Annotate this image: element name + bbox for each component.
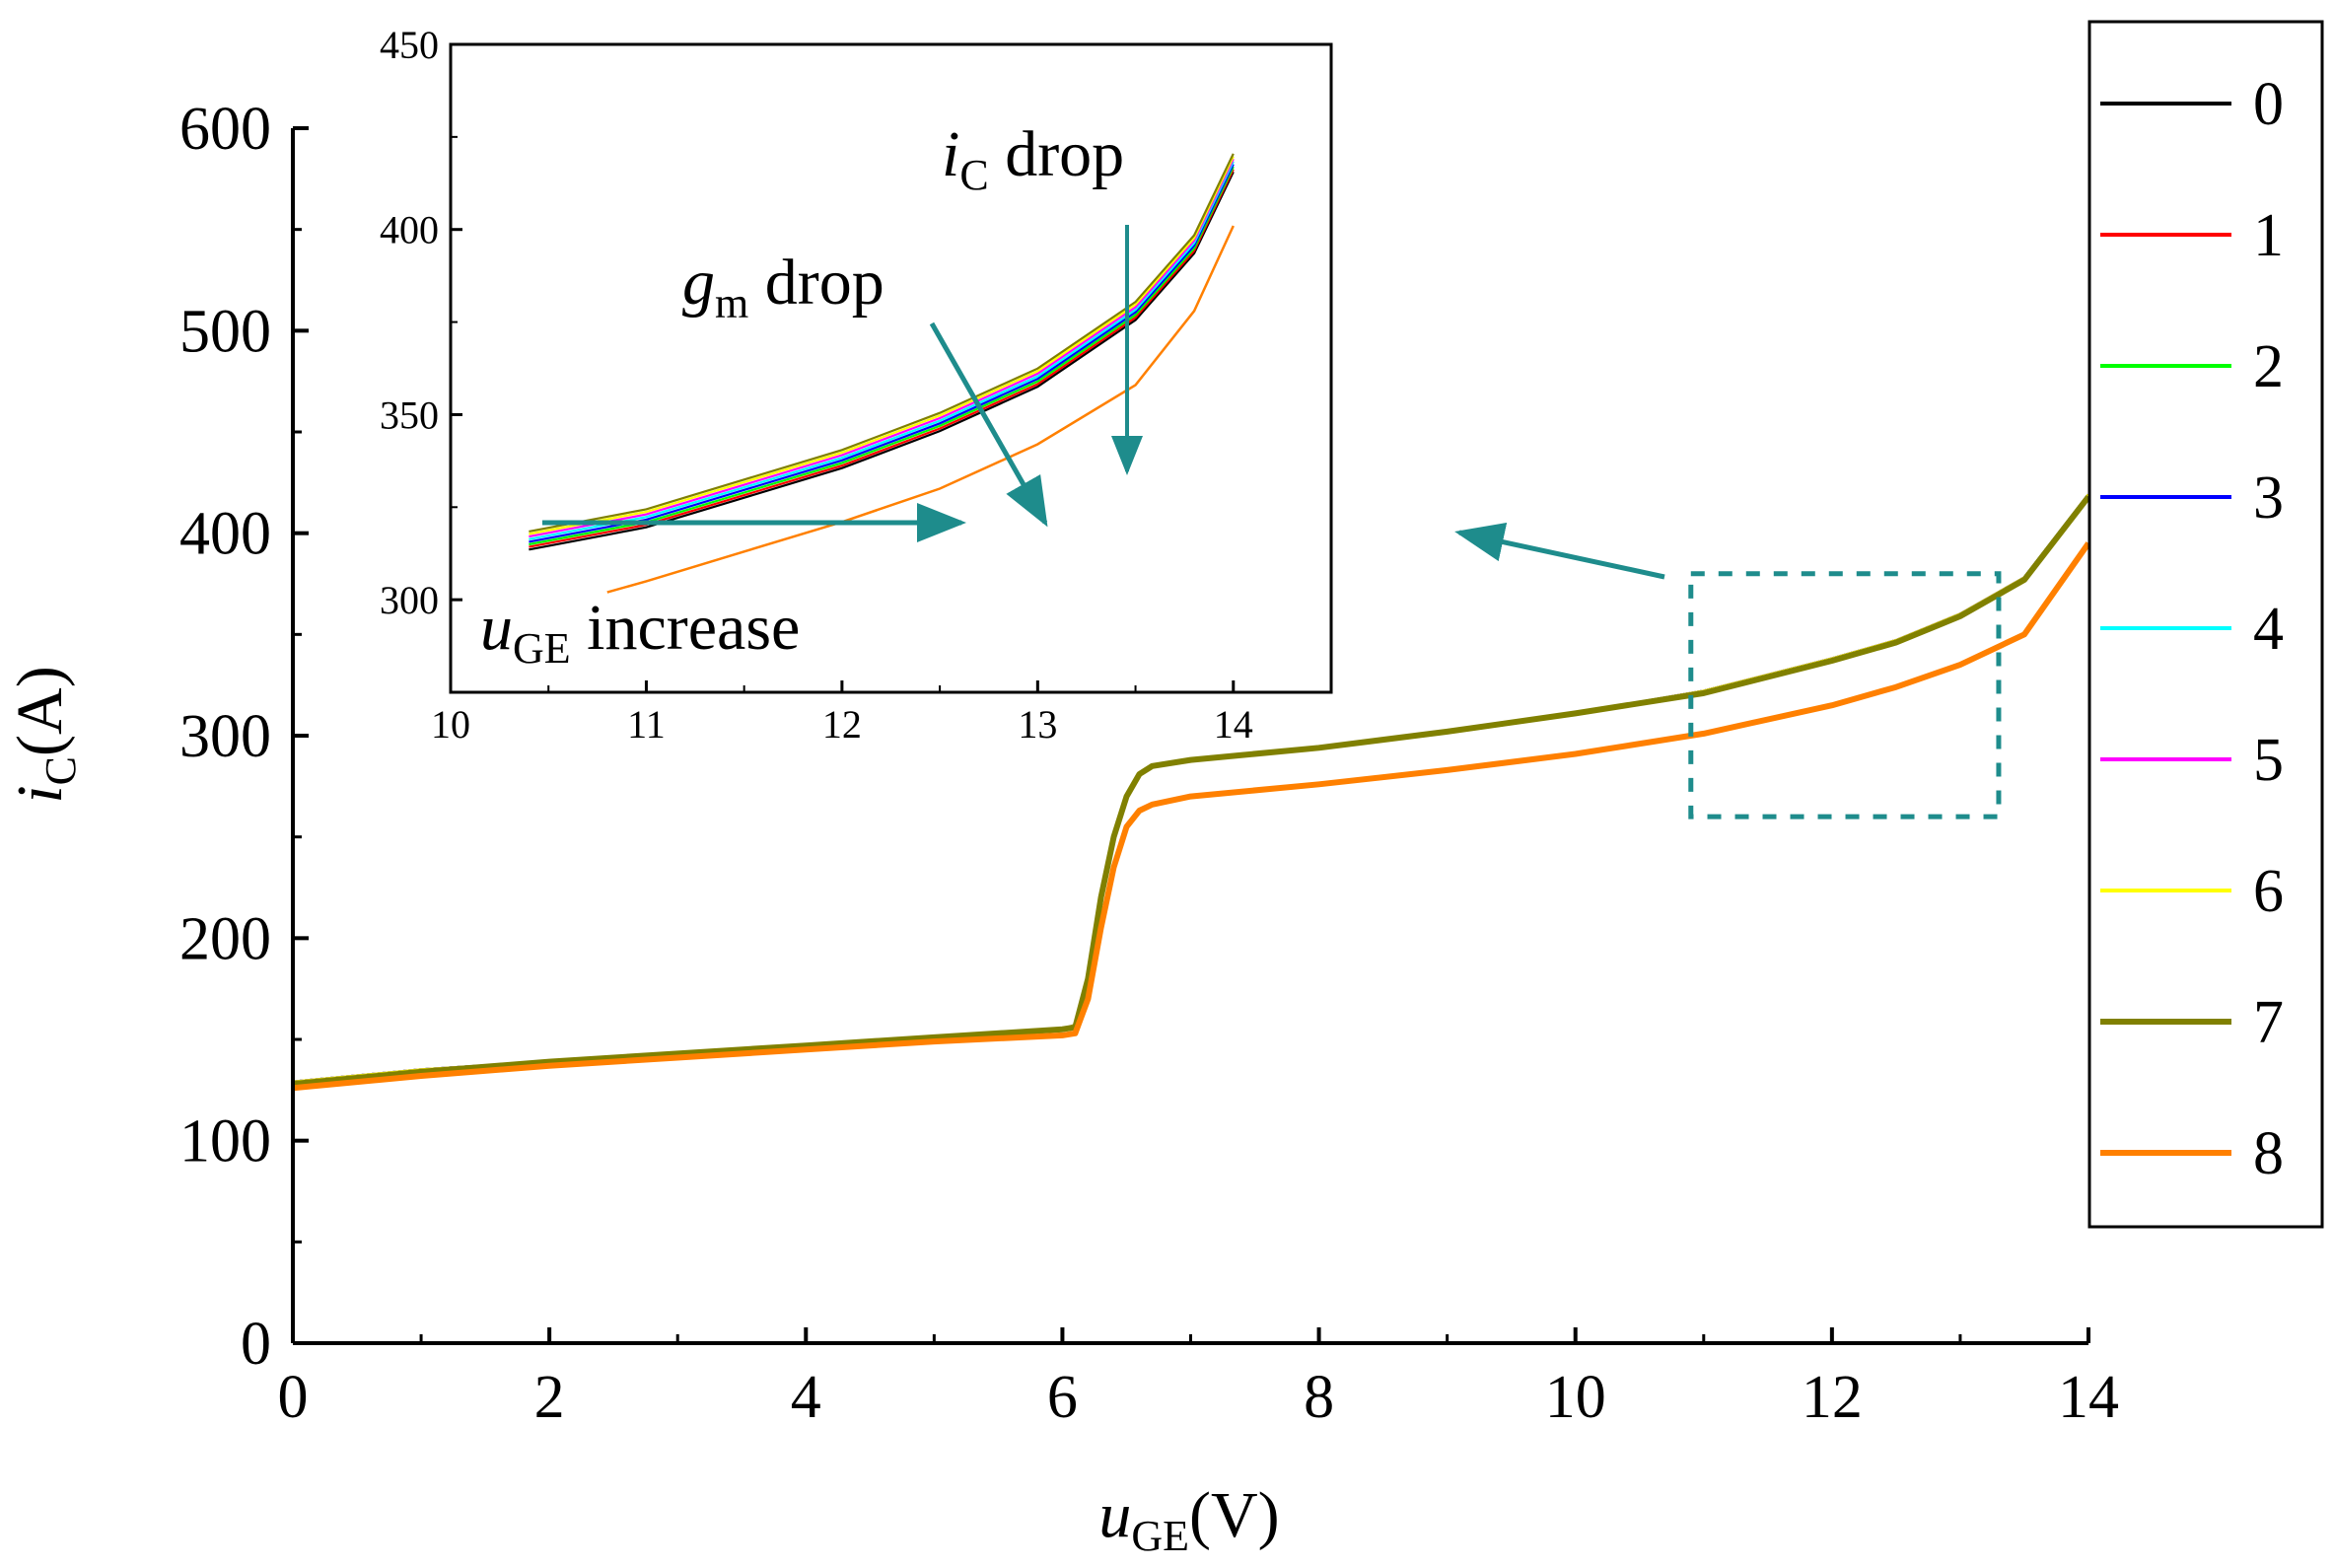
inset-y-tick-label: 450 (380, 23, 439, 67)
gm-drop-var: g (682, 247, 715, 319)
inset-x-ticks: 10 11 12 13 14 (431, 680, 1253, 747)
uge-increase-text: increase (571, 592, 801, 664)
main-series-line-8 (293, 541, 2088, 1092)
legend-label-7: 7 (2253, 989, 2284, 1056)
ic-drop-label: iC drop (942, 118, 1124, 199)
y-axis-unit: (A) (4, 666, 76, 756)
y-axis-sub: C (36, 756, 85, 785)
main-y-ticks: 0 100 200 300 400 500 600 (179, 96, 309, 1378)
inset-y-tick-label: 350 (380, 392, 439, 437)
main-y-tick-label: 600 (179, 96, 271, 163)
legend-label-5: 5 (2253, 727, 2284, 794)
inset-series-line-1 (529, 169, 1235, 548)
main-y-tick-label: 200 (179, 905, 271, 972)
main-y-tick-label: 100 (179, 1108, 271, 1176)
x-axis-title: uGE(V) (1098, 1479, 1279, 1560)
legend-label-8: 8 (2253, 1120, 2284, 1187)
legend-label-6: 6 (2253, 858, 2284, 925)
zoom-to-inset-arrow (1454, 522, 1665, 580)
main-x-tick-label: 2 (534, 1364, 565, 1431)
main-x-tick-label: 0 (278, 1364, 309, 1431)
legend: 0 1 2 3 4 5 6 7 8 (2087, 20, 2324, 1229)
legend-label-0: 0 (2253, 71, 2284, 138)
main-x-tick-label: 6 (1047, 1364, 1078, 1431)
inset-series-line-7 (529, 153, 1235, 533)
y-axis-title: iC(A) (4, 666, 85, 803)
gm-drop-text: drop (748, 247, 884, 319)
main-series-group (293, 493, 2088, 1092)
x-axis-sub: GE (1131, 1512, 1189, 1560)
inset-series-line-6 (529, 156, 1235, 535)
main-x-ticks: 0 2 4 6 8 10 12 14 (278, 1327, 2119, 1431)
legend-label-3: 3 (2253, 464, 2284, 532)
x-axis-var: u (1098, 1479, 1131, 1551)
inset-y-tick-label: 400 (380, 208, 439, 252)
gm-drop-label: gm drop (682, 247, 884, 327)
gm-drop-sub: m (715, 279, 748, 327)
ic-drop-var: i (942, 118, 959, 190)
x-axis-unit: (V) (1189, 1479, 1280, 1551)
main-y-tick-label: 400 (179, 501, 271, 568)
uge-increase-sub: GE (513, 624, 571, 673)
legend-frame (2087, 20, 2324, 1229)
ic-drop-sub: C (959, 151, 988, 199)
legend-label-4: 4 (2253, 596, 2284, 663)
legend-label-2: 2 (2253, 333, 2284, 400)
main-x-tick-label: 10 (1545, 1364, 1606, 1431)
main-series-line-7 (293, 494, 2088, 1088)
inset-series-line-8 (606, 225, 1235, 594)
y-axis-var: i (4, 785, 76, 803)
inset-series-line-5 (529, 158, 1235, 538)
ic-drop-text: drop (989, 118, 1124, 190)
zoom-box (1688, 571, 2002, 820)
main-y-tick-label: 300 (179, 703, 271, 770)
inset-y-ticks: 300 350 400 450 (380, 23, 462, 622)
inset-x-tick-label: 12 (822, 702, 862, 747)
main-x-tick-label: 14 (2058, 1364, 2119, 1431)
main-y-tick-label: 0 (241, 1311, 271, 1378)
gm-drop-arrow (929, 321, 1048, 528)
inset-x-tick-label: 14 (1214, 702, 1253, 747)
inset-x-tick-label: 11 (627, 702, 666, 747)
main-y-tick-label: 500 (179, 298, 271, 365)
uge-increase-label: uGE increase (480, 592, 800, 673)
main-x-tick-label: 8 (1304, 1364, 1334, 1431)
main-x-tick-label: 4 (791, 1364, 821, 1431)
uge-increase-var: u (480, 592, 513, 664)
inset-frame (449, 42, 1333, 694)
legend-items: 0 1 2 3 4 5 6 7 8 (2100, 71, 2284, 1187)
legend-label-1: 1 (2253, 202, 2284, 269)
main-x-tick-label: 12 (1802, 1364, 1863, 1431)
inset-series-line-2 (529, 166, 1235, 546)
inset-series-line-0 (529, 171, 1235, 551)
inset-x-tick-label: 10 (431, 702, 470, 747)
inset-x-tick-label: 13 (1018, 702, 1057, 747)
inset-y-tick-label: 300 (380, 578, 439, 622)
